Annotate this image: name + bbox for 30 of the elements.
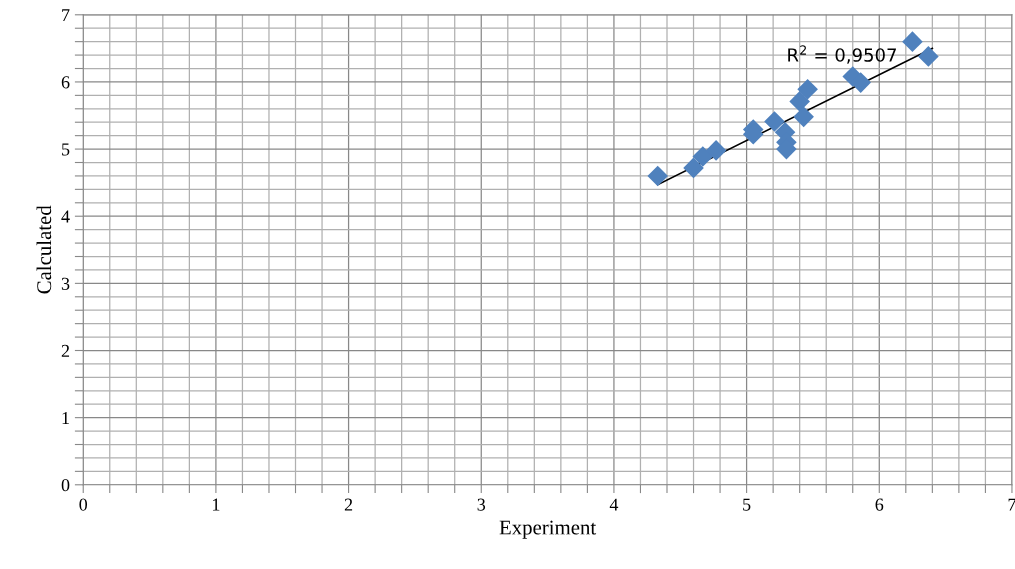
point: [705, 140, 727, 161]
y-tick-label: 2: [61, 344, 70, 357]
y-tick-label: 0: [61, 479, 70, 492]
y-tick-label: 4: [61, 210, 70, 223]
point: [789, 91, 810, 112]
x-tick-label: 4: [609, 498, 619, 511]
annotation: R$^{2}$ = 0,9507: [788, 45, 896, 64]
point: [793, 106, 814, 128]
x-tick-label: 7: [1008, 498, 1015, 511]
y-axis-title: Calculated: [36, 205, 52, 294]
x-axis-title: Experiment: [499, 520, 597, 539]
point: [902, 31, 923, 52]
x-tick-label: 6: [875, 498, 884, 511]
x-tick-label: 1: [212, 498, 220, 511]
point: [918, 46, 939, 67]
point: [683, 157, 704, 179]
point: [692, 146, 714, 167]
y-tick-label: 6: [61, 76, 70, 89]
point: [647, 165, 669, 187]
y-tick-label: 7: [62, 9, 70, 22]
point: [850, 72, 872, 93]
y-tick-label: 1: [62, 411, 69, 424]
y-tick-label: 5: [62, 143, 70, 156]
y-tick-label: 3: [61, 277, 70, 290]
point: [764, 111, 785, 132]
x-tick-label: 2: [344, 498, 353, 511]
x-tick-label: 0: [79, 498, 88, 511]
point: [797, 79, 818, 100]
x-tick-label: 5: [743, 498, 751, 511]
x-tick-label: 3: [477, 498, 486, 511]
